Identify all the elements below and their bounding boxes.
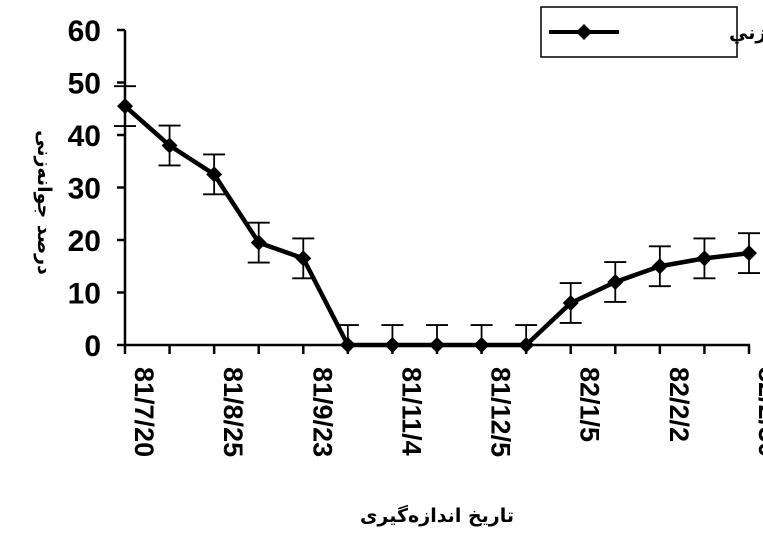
x-tick-label: 82/2/2	[664, 367, 694, 442]
data-point	[473, 337, 490, 353]
legend-diamond-marker	[576, 24, 592, 40]
data-point	[250, 234, 267, 251]
data-point	[518, 337, 535, 353]
y-axis-title: درصد جوانه‌زنی	[33, 130, 55, 275]
data-point	[206, 166, 223, 183]
series-line	[123, 104, 750, 348]
y-tick-label: 60	[68, 15, 101, 48]
y-tick-label: 10	[68, 278, 101, 311]
data-point	[339, 337, 356, 353]
ticks: 0 10 20 30 40 50 60 81/7/20 81/8/25 81/9/23 81/11/…	[68, 15, 763, 457]
x-tick-label: 81/9/23	[307, 367, 337, 457]
data-point	[117, 98, 133, 115]
x-tick-label: 81/8/25	[218, 367, 248, 457]
data-point	[607, 274, 624, 290]
y-tick-label: 40	[68, 120, 101, 153]
x-tick-label: 81/11/4	[396, 367, 426, 456]
data-point	[429, 337, 445, 353]
data-point	[562, 295, 579, 311]
y-tick-label: 50	[68, 68, 101, 101]
x-tick-label: 82/1/5	[575, 367, 605, 442]
x-tick-label: 82/2/30	[753, 367, 763, 457]
data-point	[651, 258, 668, 275]
x-axis-title: تاريخ اندازه‌گيری	[360, 504, 514, 527]
data-point	[295, 250, 312, 267]
data-point	[696, 250, 713, 267]
axes	[123, 30, 750, 347]
data-point	[384, 337, 401, 353]
y-tick-label: 0	[84, 330, 101, 363]
y-tick-label: 30	[68, 173, 101, 206]
y-tick-label: 20	[68, 225, 101, 258]
x-tick-label: 81/12/5	[486, 367, 516, 457]
legend-entry: جوانه زني	[729, 22, 763, 44]
data-point	[161, 137, 178, 154]
data-point	[741, 245, 757, 262]
series	[114, 85, 760, 353]
legend: جوانه زني	[540, 6, 763, 58]
x-tick-label: 81/7/20	[129, 367, 159, 457]
